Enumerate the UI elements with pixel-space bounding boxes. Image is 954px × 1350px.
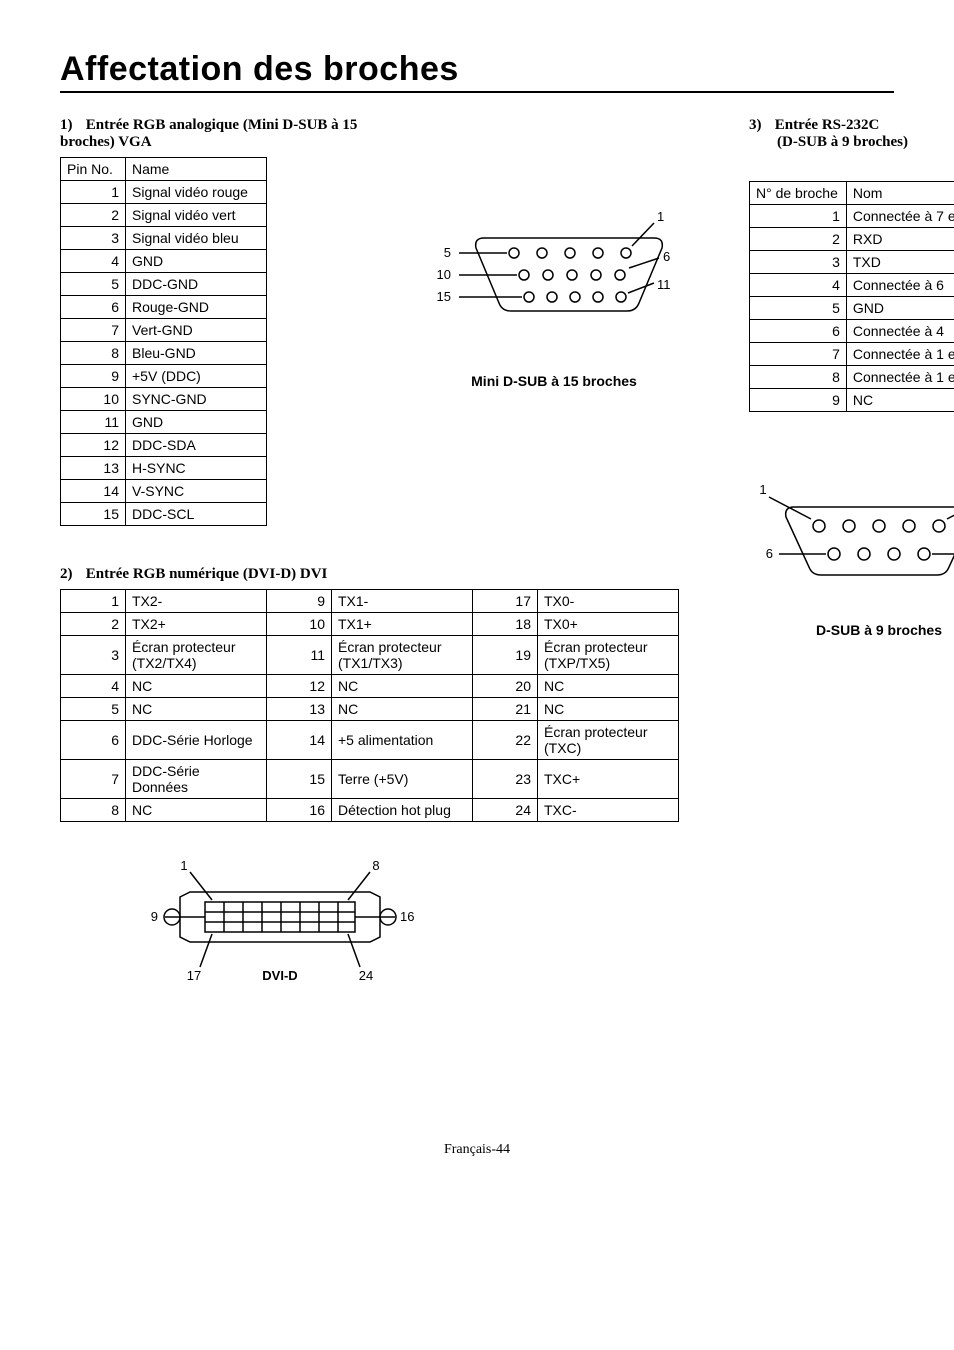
table-row: 8Bleu-GND [61,342,267,365]
table-row: 13H-SYNC [61,457,267,480]
rs232-connector-diagram: 1 5 6 9 [749,472,954,612]
dvi-heading-text: Entrée RGB numérique (DVI-D) DVI [86,566,328,582]
table-row: 1Signal vidéo rouge [61,181,267,204]
table-row: 15DDC-SCL [61,503,267,526]
vga-pin-table: Pin No. Name 1Signal vidéo rouge 2Signal… [60,157,267,526]
svg-text:15: 15 [437,289,451,304]
table-row: 2TX2+ 10TX1+ 18TX0+ [61,613,679,636]
svg-text:5: 5 [444,245,451,260]
svg-text:1: 1 [657,209,664,224]
table-row: 6Rouge-GND [61,296,267,319]
svg-text:9: 9 [151,909,158,924]
svg-text:6: 6 [766,546,773,561]
page-footer: Français-44 [60,1142,894,1158]
table-row: 3TXD [750,251,954,274]
vga-heading-num: 1) [60,117,82,134]
rs232-pin-table: N° de broche Nom 1Connectée à 7 et 8 2RX… [749,181,954,412]
dvi-heading: 2) Entrée RGB numérique (DVI-D) DVI [60,566,679,583]
dvi-heading-num: 2) [60,566,82,583]
table-row: 14V-SYNC [61,480,267,503]
page-title: Affectation des broches [60,50,894,93]
table-row: 7Connectée à 1 et 8 [750,343,954,366]
table-row: 3Écran protecteur (TX2/TX4) 11Écran prot… [61,636,679,675]
table-row: 7Vert-GND [61,319,267,342]
table-row: 10SYNC-GND [61,388,267,411]
svg-text:8: 8 [372,858,379,873]
table-row: 11GND [61,411,267,434]
table-row: 8Connectée à 1 et 7 [750,366,954,389]
table-row: 9+5V (DDC) [61,365,267,388]
table-row: 4Connectée à 6 [750,274,954,297]
table-row: 5GND [750,297,954,320]
svg-text:6: 6 [663,249,670,264]
vga-col-name: Name [126,158,267,181]
table-row: 6DDC-Série Horloge 14+5 alimentation 22É… [61,721,679,760]
table-row: 4GND [61,250,267,273]
svg-text:10: 10 [437,267,451,282]
vga-col-pin: Pin No. [61,158,126,181]
rs232-col-pin: N° de broche [750,182,847,205]
vga-connector-diagram: 5 10 15 1 6 11 [429,203,679,363]
table-row: 2Signal vidéo vert [61,204,267,227]
vga-diagram-caption: Mini D-SUB à 15 broches [429,373,679,389]
table-row: 5DDC-GND [61,273,267,296]
rs232-heading-l2: (D-SUB à 9 broches) [749,134,954,151]
table-row: 1TX2- 9TX1- 17TX0- [61,590,679,613]
svg-text:16: 16 [400,909,414,924]
svg-text:1: 1 [759,482,766,497]
svg-text:17: 17 [187,968,201,983]
dvi-pin-table: 1TX2- 9TX1- 17TX0- 2TX2+ 10TX1+ 18TX0+ 3… [60,589,679,822]
svg-text:DVI-D: DVI-D [262,968,297,983]
rs232-heading-l1: Entrée RS-232C [775,117,880,133]
table-row: 2RXD [750,228,954,251]
rs232-col-name: Nom [846,182,954,205]
table-row: 1Connectée à 7 et 8 [750,205,954,228]
table-row: 6Connectée à 4 [750,320,954,343]
rs232-diagram-caption: D-SUB à 9 broches [749,622,954,638]
vga-heading-text: Entrée RGB analogique (Mini D-SUB à 15 b… [60,117,357,150]
rs232-heading: 3) Entrée RS-232C (D-SUB à 9 broches) [749,117,954,151]
table-row: 3Signal vidéo bleu [61,227,267,250]
rs232-heading-num: 3) [749,117,771,134]
svg-text:11: 11 [657,277,671,292]
table-row: 9NC [750,389,954,412]
dvi-connector-diagram: 1 8 9 16 17 24 DVI-D [120,852,440,992]
vga-heading: 1) Entrée RGB analogique (Mini D-SUB à 1… [60,117,405,151]
svg-text:24: 24 [359,968,373,983]
table-row: 4NC 12NC 20NC [61,675,679,698]
svg-text:1: 1 [180,858,187,873]
table-row: 5NC 13NC 21NC [61,698,679,721]
table-row: 7DDC-Série Données 15Terre (+5V) 23TXC+ [61,760,679,799]
table-row: 8NC 16Détection hot plug 24TXC- [61,799,679,822]
table-row: 12DDC-SDA [61,434,267,457]
